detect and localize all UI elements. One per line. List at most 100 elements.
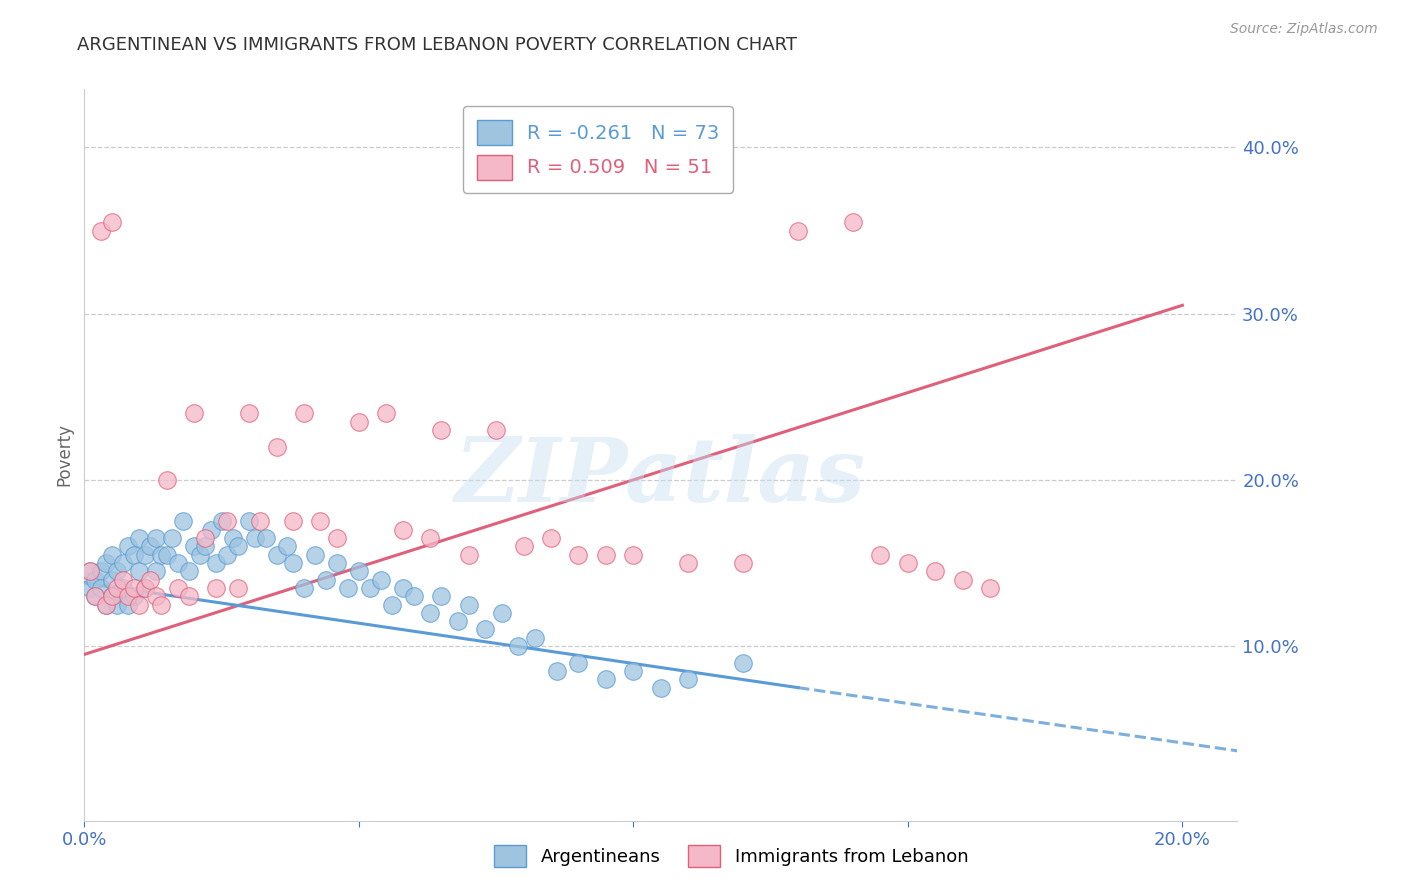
Point: [506, 639, 529, 653]
Point: [150, 598, 173, 612]
Point: [101, 548, 124, 562]
Point: [326, 531, 349, 545]
Point: [84, 589, 107, 603]
Point: [145, 564, 167, 578]
Point: [347, 415, 370, 429]
Point: [79, 564, 101, 578]
Point: [402, 589, 425, 603]
Point: [370, 573, 392, 587]
Point: [315, 573, 337, 587]
Point: [226, 539, 249, 553]
Point: [567, 656, 589, 670]
Point: [183, 406, 205, 420]
Point: [238, 515, 260, 529]
Point: [621, 548, 644, 562]
Point: [200, 523, 222, 537]
Point: [79, 564, 101, 578]
Point: [90, 581, 112, 595]
Point: [897, 556, 920, 570]
Point: [249, 515, 271, 529]
Point: [96, 556, 118, 570]
Point: [217, 548, 239, 562]
Point: [304, 548, 326, 562]
Point: [101, 215, 124, 229]
Point: [122, 589, 145, 603]
Point: [96, 598, 118, 612]
Point: [211, 515, 233, 529]
Point: [238, 406, 260, 420]
Point: [90, 564, 112, 578]
Point: [650, 681, 672, 695]
Point: [134, 581, 156, 595]
Point: [540, 531, 562, 545]
Point: [188, 548, 211, 562]
Point: [105, 598, 128, 612]
Point: [84, 573, 107, 587]
Point: [430, 423, 453, 437]
Point: [381, 598, 404, 612]
Point: [145, 589, 167, 603]
Point: [419, 606, 441, 620]
Point: [595, 673, 617, 687]
Point: [205, 581, 228, 595]
Point: [309, 515, 332, 529]
Point: [134, 548, 156, 562]
Point: [105, 581, 128, 595]
Point: [160, 531, 183, 545]
Point: [491, 606, 513, 620]
Point: [101, 589, 124, 603]
Point: [733, 556, 755, 570]
Point: [122, 581, 145, 595]
Point: [79, 581, 101, 595]
Point: [166, 556, 188, 570]
Point: [842, 215, 865, 229]
Point: [156, 473, 179, 487]
Point: [177, 564, 200, 578]
Point: [101, 573, 124, 587]
Point: [430, 589, 453, 603]
Point: [546, 664, 568, 678]
Point: [979, 581, 1001, 595]
Point: [134, 581, 156, 595]
Point: [621, 664, 644, 678]
Point: [787, 223, 810, 237]
Point: [166, 581, 188, 595]
Point: [359, 581, 381, 595]
Point: [117, 589, 139, 603]
Point: [105, 564, 128, 578]
Point: [194, 539, 217, 553]
Point: [347, 564, 370, 578]
Point: [194, 531, 217, 545]
Point: [128, 598, 150, 612]
Point: [457, 548, 479, 562]
Point: [595, 548, 617, 562]
Point: [183, 539, 205, 553]
Point: [90, 223, 112, 237]
Y-axis label: Poverty: Poverty: [55, 424, 73, 486]
Point: [869, 548, 891, 562]
Point: [567, 548, 589, 562]
Point: [139, 573, 162, 587]
Point: [254, 531, 277, 545]
Point: [101, 589, 124, 603]
Point: [336, 581, 359, 595]
Point: [326, 556, 349, 570]
Point: [111, 573, 134, 587]
Point: [375, 406, 398, 420]
Point: [447, 614, 470, 628]
Point: [952, 573, 974, 587]
Text: Source: ZipAtlas.com: Source: ZipAtlas.com: [1230, 22, 1378, 37]
Point: [512, 539, 534, 553]
Legend: Argentineans, Immigrants from Lebanon: Argentineans, Immigrants from Lebanon: [486, 838, 976, 874]
Point: [177, 589, 200, 603]
Point: [117, 598, 139, 612]
Point: [226, 581, 249, 595]
Point: [391, 581, 413, 595]
Point: [292, 581, 315, 595]
Point: [111, 556, 134, 570]
Point: [523, 631, 546, 645]
Point: [266, 548, 288, 562]
Point: [281, 515, 304, 529]
Point: [474, 623, 496, 637]
Point: [391, 523, 413, 537]
